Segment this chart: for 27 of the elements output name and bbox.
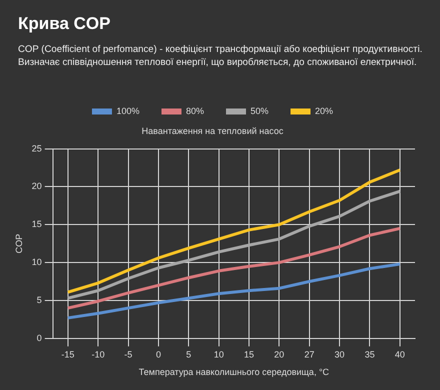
y-tick-label: 15 [32,219,42,230]
x-tick-label: 15 [244,349,254,360]
legend-label: 20% [315,106,334,116]
y-axis-title: COP [14,234,24,254]
y-tick-label: 0 [36,332,42,343]
legend-label: 80% [186,106,204,116]
x-tick-label: -10 [92,349,105,360]
legend-label: 100% [116,106,140,116]
y-tick-label: 20 [32,181,42,192]
x-tick-label: 35 [364,349,375,360]
x-tick-label: 0 [156,349,161,360]
x-axis-title: Температура навколишнього середовища, °С [138,367,330,378]
x-tick-label: 30 [334,349,345,360]
chart-subtitle: COP (Coefficient of perfomance) - коефіцієнт трансформації або коефіцієнт продуктивності. Визначає співвідношення теплової енергії, що виробляється, до споживаної електричної. [18,43,424,69]
chart-title: Крива COP [18,14,112,34]
x-tick-label: 27 [304,349,314,360]
x-tick-label: 5 [186,349,192,360]
legend-title: Навантаження на тепловий насос [142,126,284,136]
x-tick-label: 10 [214,349,224,360]
x-tick-label: 40 [394,349,405,360]
legend-label: 50% [250,106,269,116]
x-tick-label: -5 [124,349,132,360]
x-tick-label: 20 [274,349,284,360]
x-tick-label: -15 [61,349,74,360]
y-tick-label: 25 [32,143,42,154]
y-tick-label: 10 [32,257,42,268]
y-tick-label: 5 [36,294,42,305]
